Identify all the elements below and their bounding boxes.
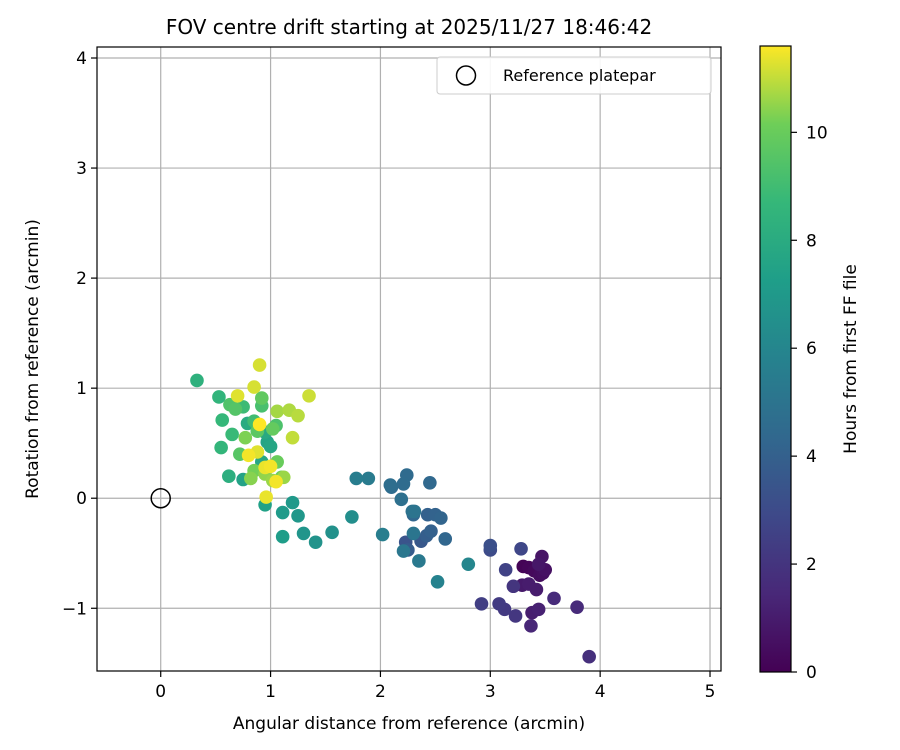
data-point — [406, 526, 421, 541]
colorbar-gradient — [759, 45, 792, 673]
legend-box — [436, 56, 712, 95]
data-point — [349, 471, 364, 486]
data-point — [238, 430, 253, 445]
data-point — [252, 417, 267, 432]
legend-marker — [455, 65, 477, 86]
data-point — [269, 474, 283, 489]
data-point — [285, 430, 300, 445]
x-tick-label: 2 — [375, 682, 386, 702]
legend-label: Reference platepar — [503, 66, 656, 85]
data-point — [228, 402, 243, 416]
x-tick-label: 4 — [595, 682, 606, 702]
data-point — [424, 524, 438, 539]
data-point — [291, 509, 305, 523]
plot-frame — [96, 46, 722, 672]
data-point — [225, 427, 239, 442]
data-point — [434, 511, 448, 525]
chart-title: FOV centre drift starting at 2025/11/27 … — [166, 15, 652, 39]
data-point — [254, 391, 269, 405]
colorbar-tick-label: 6 — [806, 339, 817, 359]
data-point — [430, 575, 445, 589]
data-point — [361, 471, 376, 486]
data-point — [506, 579, 521, 594]
data-point — [275, 505, 290, 520]
data-point — [345, 510, 359, 524]
data-point — [412, 554, 426, 568]
data-point — [461, 557, 476, 572]
data-point — [252, 358, 267, 372]
colorbar-tick-label: 4 — [806, 447, 817, 467]
data-point — [498, 562, 513, 577]
colorbar: 0 2 4 6 8 10 Hours from first FF file — [759, 45, 861, 683]
data-point — [212, 390, 226, 404]
data-point — [308, 535, 323, 550]
data-point — [214, 440, 228, 455]
data-point — [531, 602, 546, 617]
x-tick-label: 5 — [705, 682, 716, 702]
data-point — [215, 413, 230, 427]
data-point — [396, 544, 411, 558]
colorbar-tick-label: 8 — [806, 231, 817, 251]
y-tick-label: −1 — [62, 599, 87, 619]
grid — [97, 47, 721, 671]
data-point — [524, 619, 538, 633]
reference-point-marker — [150, 487, 171, 509]
data-point — [514, 542, 528, 556]
data-point — [423, 476, 437, 490]
y-tick-label: 3 — [76, 159, 87, 179]
data-point — [407, 504, 422, 519]
y-tick-label: 4 — [76, 49, 87, 69]
y-tick-label: 2 — [76, 269, 87, 289]
data-point — [394, 492, 409, 507]
data-point — [244, 471, 258, 486]
legend: Reference platepar — [436, 56, 712, 95]
data-point — [383, 478, 398, 492]
x-axis-ticks: 0 1 2 3 4 5 — [155, 671, 715, 702]
data-point — [296, 526, 311, 541]
x-tick-label: 3 — [485, 682, 496, 702]
data-point — [547, 591, 561, 606]
data-point — [529, 582, 544, 597]
data-point — [325, 525, 339, 540]
data-point — [230, 389, 245, 403]
colorbar-ticks: 0 2 4 6 8 10 — [791, 123, 828, 683]
data-point — [285, 495, 300, 510]
y-axis-label: Rotation from reference (arcmin) — [23, 219, 43, 499]
data-point — [291, 408, 305, 423]
data-point — [483, 538, 498, 553]
data-point — [190, 373, 204, 388]
data-point — [582, 649, 596, 664]
y-tick-label: 0 — [76, 489, 87, 509]
data-point — [263, 439, 278, 454]
x-tick-label: 1 — [265, 682, 276, 702]
x-tick-label: 0 — [155, 682, 166, 702]
data-point — [531, 557, 546, 572]
y-axis-ticks: −1 0 1 2 3 4 — [62, 49, 97, 619]
colorbar-tick-label: 2 — [806, 555, 817, 575]
data-point — [222, 469, 236, 484]
data-point — [302, 389, 316, 403]
x-axis-label: Angular distance from reference (arcmin) — [233, 714, 585, 734]
colorbar-tick-label: 10 — [806, 123, 828, 143]
data-point — [375, 527, 390, 542]
data-point — [438, 532, 453, 546]
data-point — [275, 529, 290, 544]
y-tick-label: 1 — [76, 379, 87, 399]
data-points — [190, 358, 596, 664]
data-point — [259, 490, 273, 504]
data-point — [265, 422, 280, 436]
data-point — [241, 448, 256, 463]
colorbar-label: Hours from first FF file — [841, 264, 861, 454]
data-point — [570, 600, 584, 614]
data-point — [474, 597, 489, 611]
data-point — [508, 609, 523, 623]
colorbar-tick-label: 0 — [806, 663, 817, 683]
data-point — [263, 459, 278, 474]
data-point — [270, 404, 284, 419]
data-point — [247, 380, 261, 394]
data-point — [396, 477, 411, 491]
data-point — [492, 597, 506, 611]
